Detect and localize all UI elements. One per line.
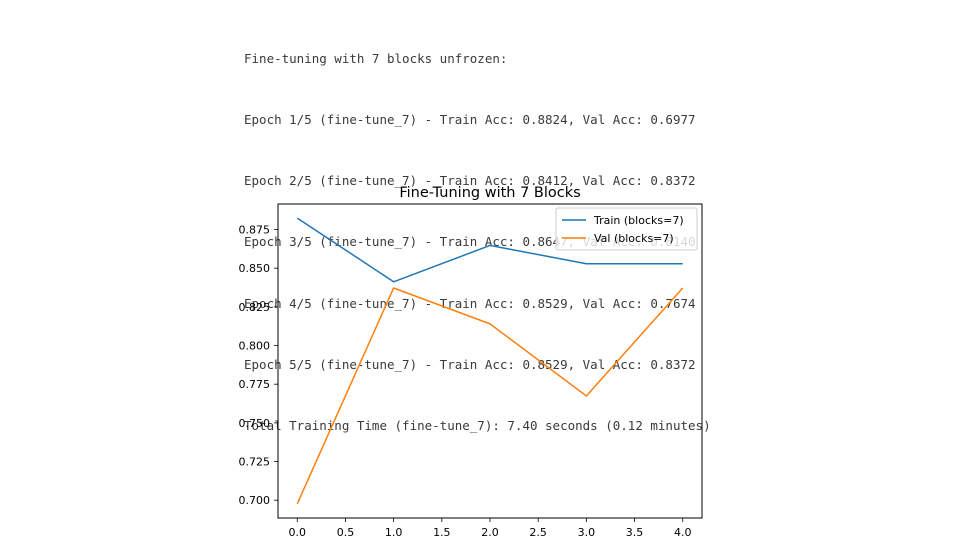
plot-frame xyxy=(277,203,703,519)
x-tick-label: 2.0 xyxy=(481,526,499,539)
legend-label: Train (blocks=7) xyxy=(593,214,684,227)
x-tick-label: 0.5 xyxy=(337,526,355,539)
y-tick-label: 0.750 xyxy=(239,417,271,430)
y-tick-label: 0.875 xyxy=(239,224,271,237)
x-tick-label: 4.0 xyxy=(674,526,692,539)
chart-title: Fine-Tuning with 7 Blocks xyxy=(399,185,580,201)
x-tick-label: 3.5 xyxy=(626,526,644,539)
y-tick-label: 0.700 xyxy=(239,494,271,507)
legend-box xyxy=(555,207,698,251)
training-log: Fine-tuning with 7 blocks unfrozen: Epoc… xyxy=(244,8,711,457)
x-tick-label: 2.5 xyxy=(529,526,547,539)
y-tick-label: 0.825 xyxy=(239,301,271,314)
log-line: Epoch 2/5 (fine-tune_7) - Train Acc: 0.8… xyxy=(244,173,696,189)
y-tick-label: 0.800 xyxy=(239,340,271,353)
log-line: Epoch 5/5 (fine-tune_7) - Train Acc: 0.8… xyxy=(244,356,696,372)
x-tick-label: 3.0 xyxy=(578,526,596,539)
log-line: Fine-tuning with 7 blocks unfrozen: xyxy=(244,50,508,66)
series-line-val xyxy=(296,287,684,505)
log-line: Total Training Time (fine-tune_7): 7.40 … xyxy=(244,418,711,434)
series-line-train xyxy=(296,217,683,283)
log-line: Epoch 1/5 (fine-tune_7) - Train Acc: 0.8… xyxy=(244,112,696,128)
y-tick-label: 0.850 xyxy=(239,262,271,275)
legend-label: Val (blocks=7) xyxy=(594,232,674,245)
x-tick-label: 0.0 xyxy=(289,526,307,539)
y-tick-label: 0.725 xyxy=(239,456,271,469)
y-tick-label: 0.775 xyxy=(239,378,271,391)
x-tick-label: 1.0 xyxy=(385,526,403,539)
log-line: Epoch 4/5 (fine-tune_7) - Train Acc: 0.8… xyxy=(244,295,696,311)
x-tick-label: 1.5 xyxy=(433,526,451,539)
legend: Train (blocks=7) Val (blocks=7) xyxy=(555,207,698,251)
